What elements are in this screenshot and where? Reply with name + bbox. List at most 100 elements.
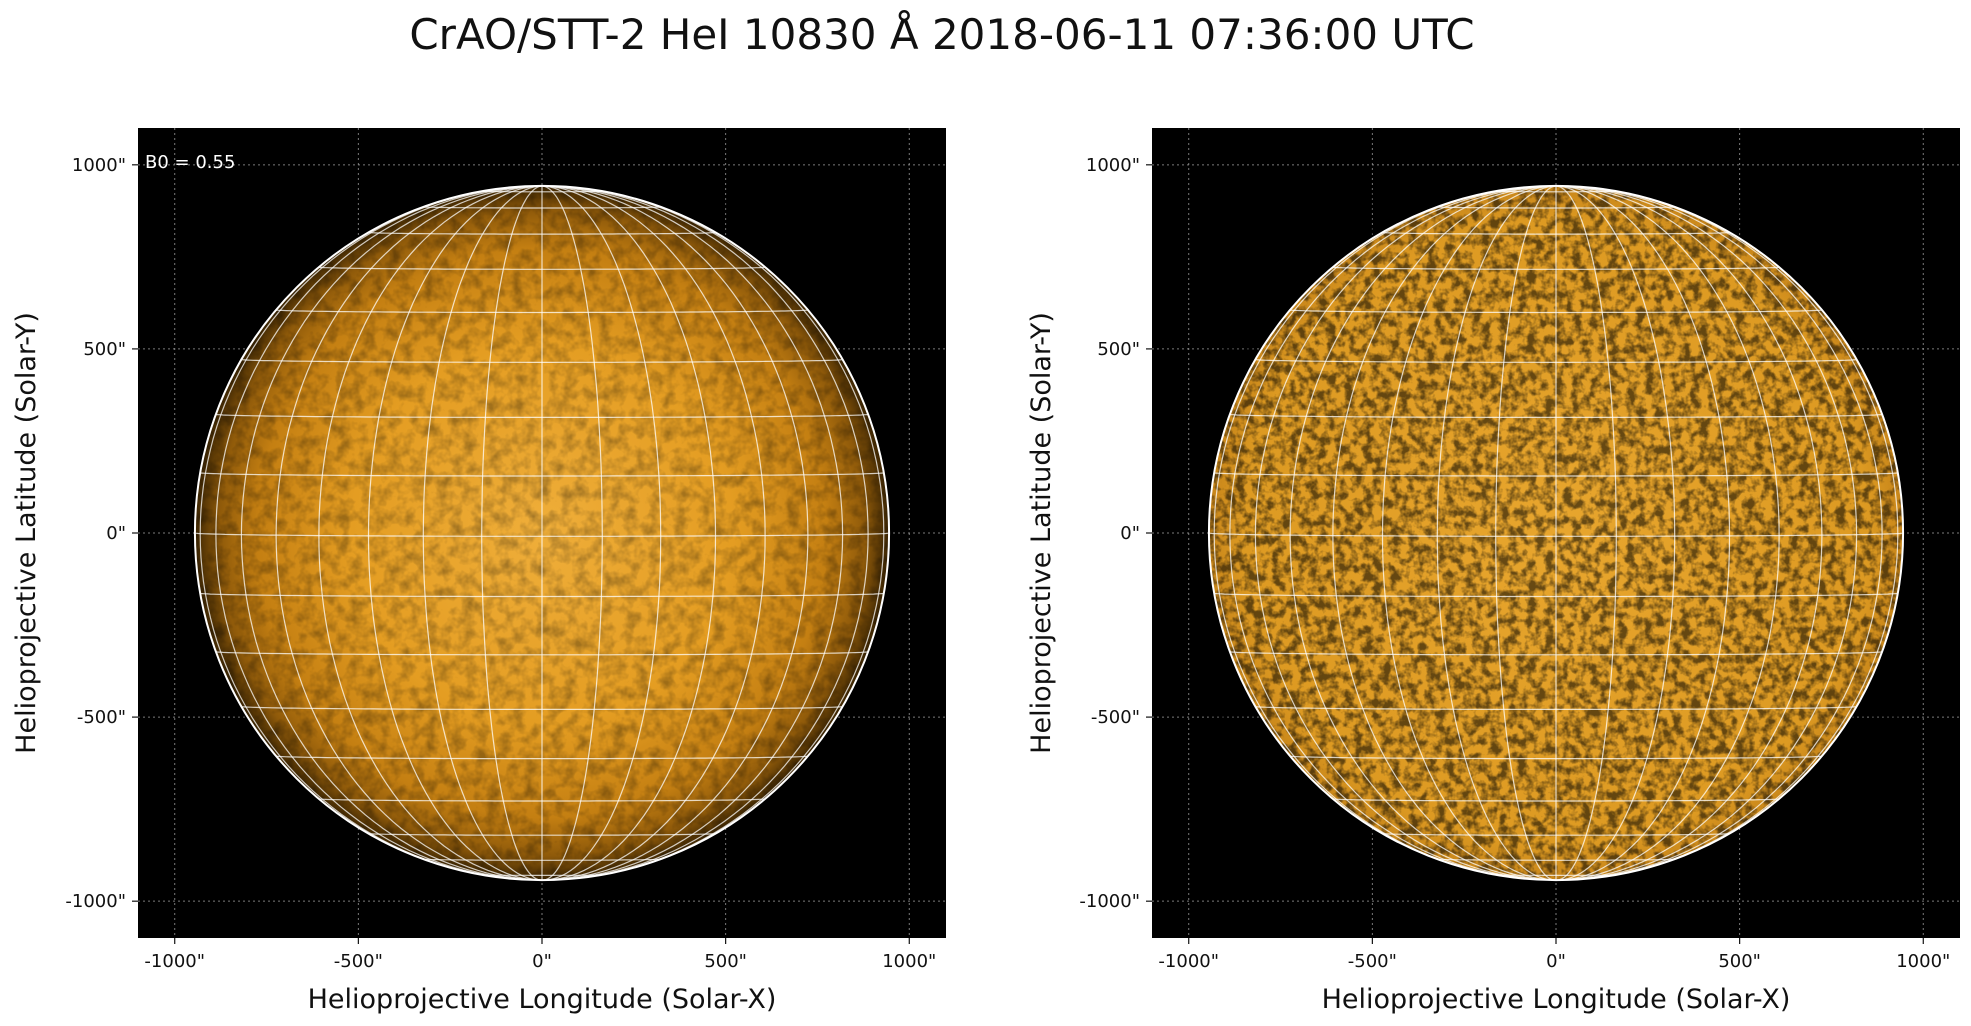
right-parallel-line xyxy=(1230,651,1882,656)
left-parallel-line xyxy=(194,532,890,537)
right-y-axis-label: Helioprojective Latitude (Solar-Y) xyxy=(1026,312,1057,754)
left-parallel-line xyxy=(318,266,766,270)
right-meridian-line xyxy=(1495,185,1557,881)
left-parallel-line xyxy=(276,755,808,760)
right-x-tick-label: -500" xyxy=(1348,951,1397,972)
right-y-tick-label: 500" xyxy=(1097,339,1140,360)
left-parallel-line xyxy=(481,874,603,876)
left-meridian-line xyxy=(422,185,543,881)
right-meridian-line xyxy=(1555,185,1858,881)
left-meridian-line xyxy=(541,185,869,881)
left-parallel-line xyxy=(481,190,603,193)
right-parallel-line xyxy=(1290,755,1822,760)
right-meridian-line xyxy=(1381,185,1557,881)
left-meridian-line xyxy=(199,185,543,880)
left-meridian-line xyxy=(541,185,844,881)
right-parallel-line xyxy=(1332,798,1780,802)
right-x-axis-label: Helioprojective Longitude (Solar-X) xyxy=(1322,984,1791,1015)
right-limb-circle xyxy=(1207,184,1905,882)
figure-title: CrAO/STT-2 HeI 10830 Å 2018-06-11 07:36:… xyxy=(409,10,1475,59)
left-x-axis-label: Helioprojective Longitude (Solar-X) xyxy=(308,984,777,1015)
right-parallel-line xyxy=(1255,358,1857,363)
right-meridian-line xyxy=(1555,185,1617,881)
left-parallel-line xyxy=(241,706,843,710)
left-meridian-line xyxy=(275,185,543,881)
left-y-tick-label: 0" xyxy=(106,523,126,544)
left-meridian-line xyxy=(541,185,809,881)
left-parallel-line xyxy=(368,833,716,836)
right-parallel-line xyxy=(1495,190,1617,193)
left-meridian-line xyxy=(215,185,543,881)
left-parallel-line xyxy=(200,592,884,598)
left-solar-map-panel: B0 = 0.55 -1000" -500" 0" 500" 1000" -1000" -5… xyxy=(11,128,946,1015)
right-meridian-line xyxy=(1555,185,1676,881)
right-parallel-line xyxy=(1382,833,1730,836)
right-heliographic-grid xyxy=(1208,185,1904,881)
left-parallel-line xyxy=(199,472,885,477)
right-meridian-line xyxy=(1229,185,1557,881)
right-y-tick-label: 0" xyxy=(1120,523,1140,544)
left-y-tick-label: -1000" xyxy=(65,891,126,912)
left-meridian-line xyxy=(481,185,543,881)
left-meridian-line xyxy=(367,185,543,881)
right-parallel-line xyxy=(1495,874,1617,876)
left-meridian-line xyxy=(541,185,717,881)
left-y-tick-label: 500" xyxy=(83,339,126,360)
right-meridian-line xyxy=(1254,185,1557,881)
right-y-tick-label: -500" xyxy=(1091,707,1140,728)
left-meridian-line xyxy=(318,185,543,881)
right-parallel-line xyxy=(1289,309,1823,314)
left-x-tick-label: 1000" xyxy=(882,951,936,972)
left-x-tick-label: 500" xyxy=(704,951,747,972)
right-meridian-line xyxy=(1555,185,1899,880)
left-limb-circle xyxy=(193,184,891,882)
left-ticks: -1000" -500" 0" 500" 1000" -1000" -500" 0" 500" 1… xyxy=(65,155,936,972)
left-y-axis-label: Helioprojective Latitude (Solar-Y) xyxy=(11,312,42,754)
right-x-tick-label: 500" xyxy=(1718,951,1761,972)
left-y-tick-label: 1000" xyxy=(72,155,126,176)
right-meridian-line xyxy=(1555,185,1823,881)
right-parallel-line xyxy=(1437,858,1675,861)
right-parallel-line xyxy=(1382,231,1730,235)
right-meridian-line xyxy=(1555,185,1883,881)
left-b0-label: B0 = 0.55 xyxy=(145,152,235,173)
left-meridian-line xyxy=(541,185,885,880)
left-meridian-line xyxy=(541,185,766,881)
left-parallel-line xyxy=(423,206,661,209)
right-parallel-line xyxy=(1255,706,1857,710)
right-solar-map-panel: -1000" -500" 0" 500" 1000" -1000" -500" 0" 500" 1… xyxy=(1026,128,1960,1015)
left-parallel-line xyxy=(423,858,661,861)
right-ticks: -1000" -500" 0" 500" 1000" -1000" -500" 0" 500" 1… xyxy=(1079,155,1950,972)
right-parallel-line xyxy=(1214,592,1898,598)
left-parallel-line xyxy=(215,413,869,418)
left-x-tick-label: -500" xyxy=(334,951,383,972)
right-parallel-line xyxy=(1208,532,1904,537)
right-parallel-line xyxy=(1332,266,1780,270)
right-x-tick-label: 0" xyxy=(1546,951,1566,972)
left-y-tick-label: -500" xyxy=(77,707,126,728)
right-x-tick-label: -1000" xyxy=(1158,951,1219,972)
left-parallel-line xyxy=(216,651,868,656)
left-parallel-line xyxy=(368,231,716,235)
right-meridian-line xyxy=(1555,185,1731,881)
right-meridian-line xyxy=(1213,185,1557,880)
right-meridian-line xyxy=(1555,185,1780,881)
left-parallel-line xyxy=(241,358,843,363)
left-parallel-line xyxy=(275,309,809,314)
left-meridian-line xyxy=(541,185,662,881)
right-parallel-line xyxy=(1213,472,1899,477)
left-parallel-line xyxy=(318,798,766,802)
left-x-tick-label: 0" xyxy=(532,951,552,972)
right-meridian-line xyxy=(1289,185,1557,881)
right-y-tick-label: -1000" xyxy=(1079,891,1140,912)
left-meridian-line xyxy=(541,185,603,881)
right-meridian-line xyxy=(1332,185,1557,881)
right-meridian-line xyxy=(1436,185,1557,881)
left-heliographic-grid xyxy=(194,185,890,881)
right-parallel-line xyxy=(1229,413,1883,418)
right-parallel-line xyxy=(1437,206,1675,209)
left-x-tick-label: -1000" xyxy=(144,951,205,972)
right-x-tick-label: 1000" xyxy=(1896,951,1950,972)
right-y-tick-label: 1000" xyxy=(1086,155,1140,176)
